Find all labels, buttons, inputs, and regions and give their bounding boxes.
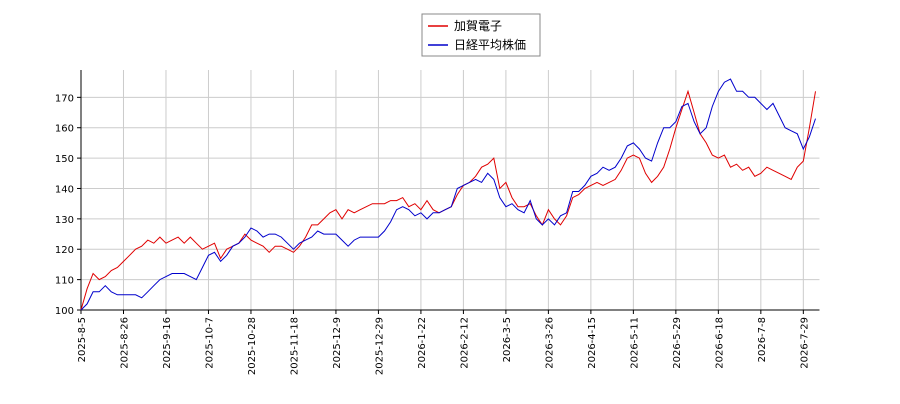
y-tick-label: 140 bbox=[55, 184, 74, 195]
x-tick-label: 2025-8-26 bbox=[119, 317, 130, 369]
y-tick-label: 150 bbox=[55, 154, 74, 165]
y-tick-label: 120 bbox=[55, 245, 74, 256]
y-tick-label: 110 bbox=[55, 276, 74, 287]
legend-label: 加賀電子 bbox=[454, 19, 502, 33]
y-tick-label: 170 bbox=[55, 93, 74, 104]
x-tick-label: 2026-7-8 bbox=[757, 317, 768, 362]
x-tick-label: 2026-7-29 bbox=[799, 317, 810, 369]
x-tick-label: 2025-8-5 bbox=[77, 317, 88, 362]
x-tick-label: 2025-10-7 bbox=[204, 317, 215, 369]
legend-box bbox=[421, 13, 541, 57]
x-tick-label: 2025-12-9 bbox=[332, 317, 343, 369]
x-tick-label: 2026-5-11 bbox=[629, 317, 640, 369]
x-tick-label: 2026-3-26 bbox=[544, 317, 555, 369]
x-tick-label: 2025-10-28 bbox=[247, 317, 258, 375]
y-tick-label: 100 bbox=[55, 306, 74, 317]
x-tick-label: 2025-12-29 bbox=[374, 317, 385, 375]
x-tick-label: 2026-5-29 bbox=[672, 317, 683, 369]
x-tick-label: 2025-11-18 bbox=[289, 317, 300, 375]
x-tick-label: 2026-4-15 bbox=[587, 317, 598, 369]
x-tick-label: 2026-2-12 bbox=[459, 317, 470, 369]
legend-label: 日経平均株価 bbox=[454, 37, 526, 52]
y-tick-label: 160 bbox=[55, 124, 74, 135]
x-tick-label: 2026-6-18 bbox=[714, 317, 725, 369]
x-tick-label: 2026-1-22 bbox=[417, 317, 428, 369]
y-tick-label: 130 bbox=[55, 215, 74, 226]
series-line bbox=[80, 78, 816, 311]
x-tick-label: 2025-9-16 bbox=[162, 317, 173, 369]
x-tick-label: 2026-3-5 bbox=[502, 317, 513, 362]
